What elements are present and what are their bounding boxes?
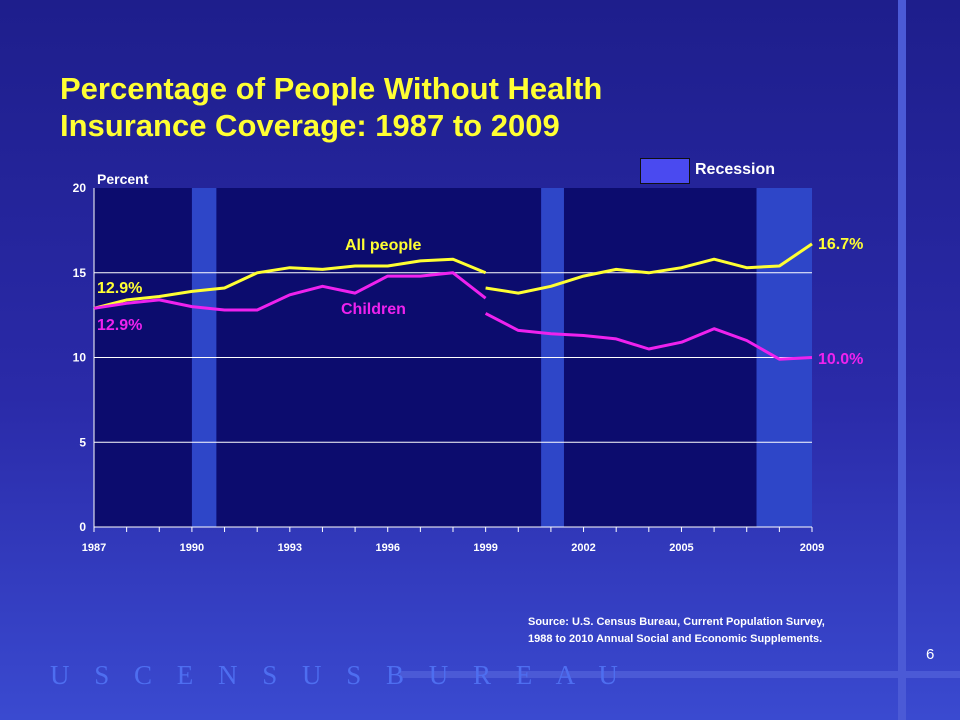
y-tick-label: 20 — [73, 181, 87, 195]
start-label-all-people: 12.9% — [97, 280, 142, 297]
y-tick-label: 0 — [79, 520, 86, 534]
x-tick-label: 1990 — [180, 542, 204, 554]
x-tick-label: 1987 — [82, 542, 106, 554]
decorative-vertical-bar — [898, 0, 906, 720]
source-note: Source: U.S. Census Bureau, Current Popu… — [528, 614, 898, 648]
end-label-children: 10.0% — [818, 351, 863, 368]
series-line-children — [484, 312, 813, 361]
slide-title-line2: Insurance Coverage: 1987 to 2009 — [60, 108, 560, 143]
start-label-children: 12.9% — [97, 317, 142, 334]
y-tick-label: 5 — [79, 435, 86, 449]
x-tick-label: 1999 — [473, 542, 497, 554]
y-tick-label: 10 — [73, 351, 87, 365]
series-line-all-people — [485, 242, 813, 295]
x-tick-label: 1993 — [278, 542, 302, 554]
series-name-children: Children — [341, 301, 406, 318]
end-label-all-people: 16.7% — [818, 236, 863, 253]
census-bureau-logo: U S C E N S U S B U R E A U — [50, 660, 627, 690]
x-tick-label: 2009 — [800, 542, 824, 554]
x-tick-label: 2005 — [669, 542, 693, 554]
series-line-all-people — [93, 257, 487, 310]
series-line-children — [93, 271, 487, 312]
slide-title: Percentage of People Without Health Insu… — [60, 70, 820, 144]
decorative-horizontal-bar — [400, 671, 960, 678]
y-tick-label: 15 — [73, 266, 87, 280]
legend-recession-label: Recession — [695, 161, 776, 178]
x-tick-label: 2002 — [571, 542, 595, 554]
y-axis-label: Percent — [97, 171, 149, 187]
source-line2: 1988 to 2010 Annual Social and Economic … — [528, 633, 823, 645]
line-chart: 0 5 10 15 20 1987 1990 1993 1996 1999 2002 2005 2009… — [73, 171, 864, 554]
legend-recession-swatch — [640, 158, 690, 184]
series-name-all-people: All people — [345, 237, 422, 254]
page-number: 6 — [926, 646, 935, 663]
source-line1: Source: U.S. Census Bureau, Current Popu… — [528, 616, 825, 628]
slide-title-line1: Percentage of People Without Health — [60, 71, 603, 106]
x-tick-label: 1996 — [375, 542, 399, 554]
